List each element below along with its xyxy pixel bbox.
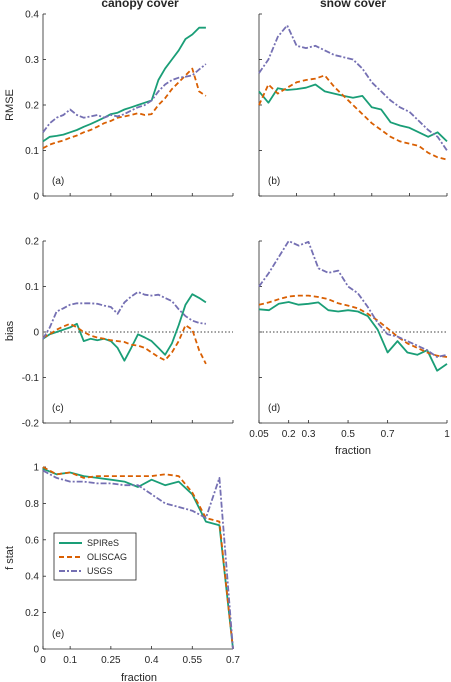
y-tick-label: 1 [33, 463, 39, 474]
series-line-spires [258, 83, 448, 143]
panel-label: (d) [268, 403, 280, 414]
y-tick-label: -0.2 [22, 419, 40, 430]
panel-c: -0.2 -0.1 0 0.1 0.2 (c) [22, 237, 234, 430]
ylabel-fstat: f stat [4, 546, 16, 570]
panel-a: 0 0.1 0.2 0.3 0.4 (a) [25, 10, 234, 203]
x-tick-label: 0 [40, 655, 46, 666]
x-tick-label: 0.5 [341, 429, 355, 440]
series-line-oliscag [42, 67, 207, 149]
series-line-spires [42, 293, 207, 362]
x-tick-label: 0.55 [183, 655, 203, 666]
y-tick-label: 0.6 [25, 535, 39, 546]
x-tick-label: 1 [444, 429, 450, 440]
y-tick-label: 0.4 [25, 10, 39, 21]
series-line-oliscag [42, 322, 207, 365]
panel-d: 0.05 0.2 0.3 0.5 0.7 1 (d) [249, 240, 450, 440]
ylabel-rmse: RMSE [4, 89, 16, 121]
legend-label-spires: SPIReS [87, 538, 119, 548]
series-line-spires [42, 26, 206, 143]
y-tick-label: 0.8 [25, 499, 39, 510]
y-tick-label: 0.4 [25, 572, 39, 583]
series-line-usgs [42, 469, 234, 650]
y-tick-label: 0 [33, 645, 39, 656]
panel-label: (a) [52, 176, 64, 187]
x-tick-label: 0.1 [63, 655, 77, 666]
series-line-usgs [258, 24, 448, 152]
x-tick-label: 0.7 [381, 429, 395, 440]
y-tick-label: 0.2 [25, 101, 39, 112]
y-tick-label: 0.2 [25, 237, 39, 248]
x-tick-label: 0.25 [101, 655, 121, 666]
legend-label-oliscag: OLISCAG [87, 552, 127, 562]
panel-label: (b) [268, 176, 280, 187]
y-tick-label: 0.1 [25, 282, 39, 293]
y-tick-label: 0 [33, 192, 39, 203]
x-tick-label: 0.4 [145, 655, 159, 666]
panel-e: 0 0.2 0.4 0.6 0.8 1 0 0.1 0.25 0.4 0.55 0.7 (e) [25, 463, 240, 667]
series-line-usgs [42, 63, 207, 133]
y-tick-label: 0 [33, 328, 39, 339]
series-line-oliscag [258, 294, 448, 358]
x-tick-label: 0.05 [249, 429, 269, 440]
col-title-snow: snow cover [320, 0, 386, 10]
series-line-spires [258, 301, 448, 372]
xlabel-e: fraction [121, 672, 157, 682]
series-line-oliscag [42, 466, 234, 650]
x-tick-label: 0.7 [226, 655, 240, 666]
x-tick-label: 0.3 [302, 429, 316, 440]
legend: SPIReS OLISCAG USGS [53, 532, 137, 581]
col-title-canopy: canopy cover [101, 0, 179, 10]
series-line-oliscag [258, 74, 448, 161]
xlabel-d: fraction [335, 445, 371, 457]
y-tick-label: 0.3 [25, 55, 39, 66]
y-tick-label: 0.1 [25, 146, 39, 157]
legend-label-usgs: USGS [87, 566, 113, 576]
series-line-usgs [258, 240, 448, 358]
panels-layer: 0 0.1 0.2 0.3 0.4 (a) (b) -0.2 -0.1 0 0.1 0.2 (c) 0.0… [22, 10, 450, 667]
x-tick-label: 0.2 [282, 429, 296, 440]
y-tick-label: 0.2 [25, 608, 39, 619]
ylabel-bias: bias [4, 320, 16, 341]
series-line-usgs [42, 291, 207, 340]
y-tick-label: -0.1 [22, 373, 40, 384]
panel-label: (c) [52, 403, 64, 414]
panel-label: (e) [52, 629, 64, 640]
panel-b: (b) [258, 13, 448, 197]
